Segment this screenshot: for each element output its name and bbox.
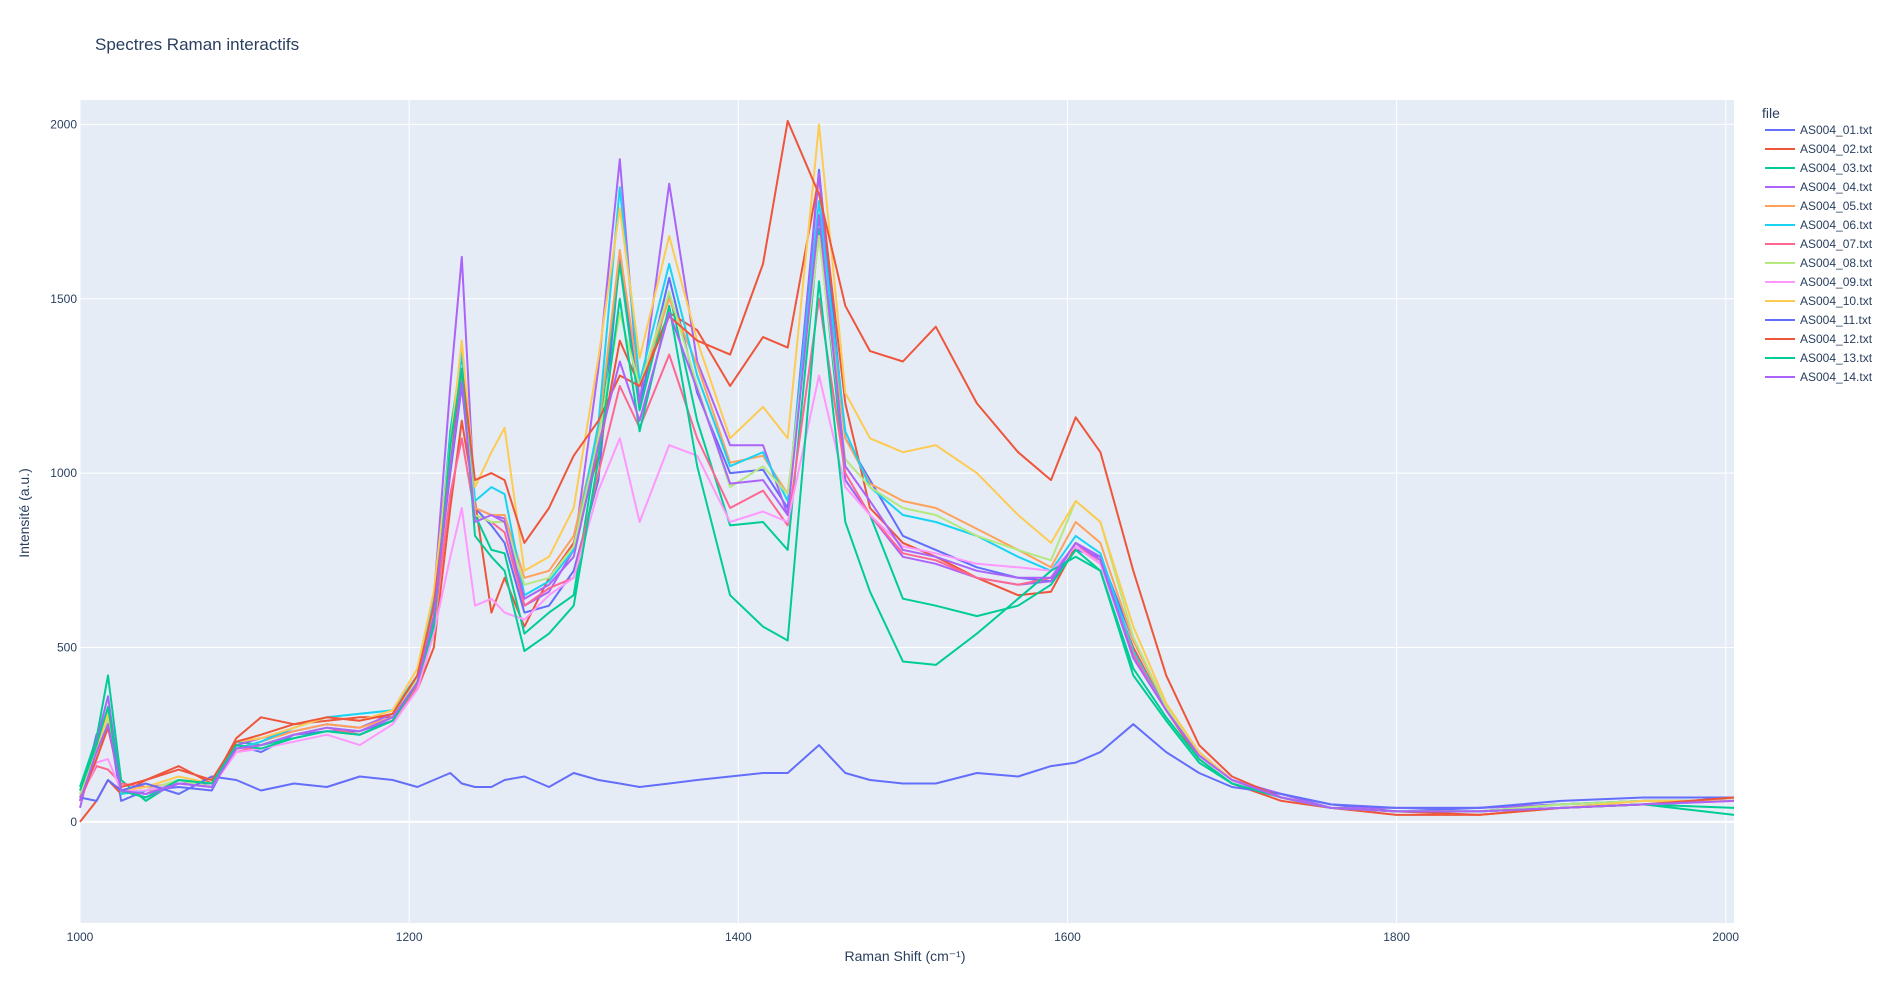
legend-label: AS004_05.txt <box>1800 199 1873 213</box>
y-tick-label: 0 <box>70 815 77 829</box>
y-axis-title: Intensité (a.u.) <box>16 468 32 558</box>
legend-label: AS004_04.txt <box>1800 180 1873 194</box>
grid <box>79 100 1734 923</box>
legend-items[interactable]: AS004_01.txt AS004_02.txt AS004_03.txt AS00… <box>1765 123 1873 384</box>
legend-label: AS004_13.txt <box>1800 351 1873 365</box>
x-tick-label: 1200 <box>396 930 423 944</box>
legend-item[interactable]: AS004_01.txt <box>1765 123 1873 137</box>
x-tick-label: 1600 <box>1054 930 1081 944</box>
legend-label: AS004_06.txt <box>1800 218 1873 232</box>
series-line-5[interactable] <box>79 235 1734 813</box>
legend[interactable]: file AS004_01.txt AS004_02.txt AS004_03.tx… <box>1762 105 1873 384</box>
legend-item[interactable]: AS004_08.txt <box>1765 256 1873 270</box>
y-tick-label: 1000 <box>50 466 77 480</box>
series-line-11[interactable] <box>79 723 1734 809</box>
legend-label: AS004_11.txt <box>1800 313 1872 327</box>
legend-item[interactable]: AS004_13.txt <box>1765 351 1873 365</box>
x-tick-label: 1000 <box>67 930 94 944</box>
legend-title: file <box>1762 105 1780 121</box>
series-line-14[interactable] <box>79 214 1735 813</box>
x-tick-label: 2000 <box>1712 930 1739 944</box>
legend-label: AS004_14.txt <box>1800 370 1873 384</box>
legend-item[interactable]: AS004_03.txt <box>1765 161 1873 175</box>
legend-item[interactable]: AS004_10.txt <box>1765 294 1873 308</box>
y-tick-label: 2000 <box>50 117 77 131</box>
plot-area <box>80 100 1734 923</box>
legend-item[interactable]: AS004_06.txt <box>1765 218 1873 232</box>
legend-item[interactable]: AS004_12.txt <box>1765 332 1873 346</box>
legend-item[interactable]: AS004_05.txt <box>1765 199 1873 213</box>
legend-item[interactable]: AS004_14.txt <box>1765 370 1873 384</box>
y-tick-label: 1500 <box>50 292 77 306</box>
y-tick-label: 500 <box>57 641 77 655</box>
legend-label: AS004_07.txt <box>1800 237 1873 251</box>
legend-label: AS004_09.txt <box>1800 275 1873 289</box>
legend-item[interactable]: AS004_11.txt <box>1765 313 1872 327</box>
legend-item[interactable]: AS004_02.txt <box>1765 142 1873 156</box>
legend-label: AS004_10.txt <box>1800 294 1873 308</box>
legend-item[interactable]: AS004_07.txt <box>1765 237 1873 251</box>
legend-label: AS004_03.txt <box>1800 161 1873 175</box>
legend-item[interactable]: AS004_09.txt <box>1765 275 1873 289</box>
legend-label: AS004_12.txt <box>1800 332 1873 346</box>
tick-labels: 1000 1200 1400 1600 1800 2000 0 500 1000 1500 2000 <box>50 117 1739 944</box>
x-tick-label: 1800 <box>1383 930 1410 944</box>
legend-label: AS004_02.txt <box>1800 142 1873 156</box>
x-tick-label: 1400 <box>725 930 752 944</box>
chart-title: Spectres Raman interactifs <box>95 35 299 54</box>
series-line-12[interactable] <box>79 119 1735 816</box>
series-line-10[interactable] <box>79 123 1734 816</box>
legend-item[interactable]: AS004_04.txt <box>1765 180 1873 194</box>
legend-label: AS004_08.txt <box>1800 256 1873 270</box>
x-axis-title: Raman Shift (cm⁻¹) <box>845 948 966 964</box>
series-lines <box>79 119 1735 823</box>
legend-label: AS004_01.txt <box>1800 123 1873 137</box>
